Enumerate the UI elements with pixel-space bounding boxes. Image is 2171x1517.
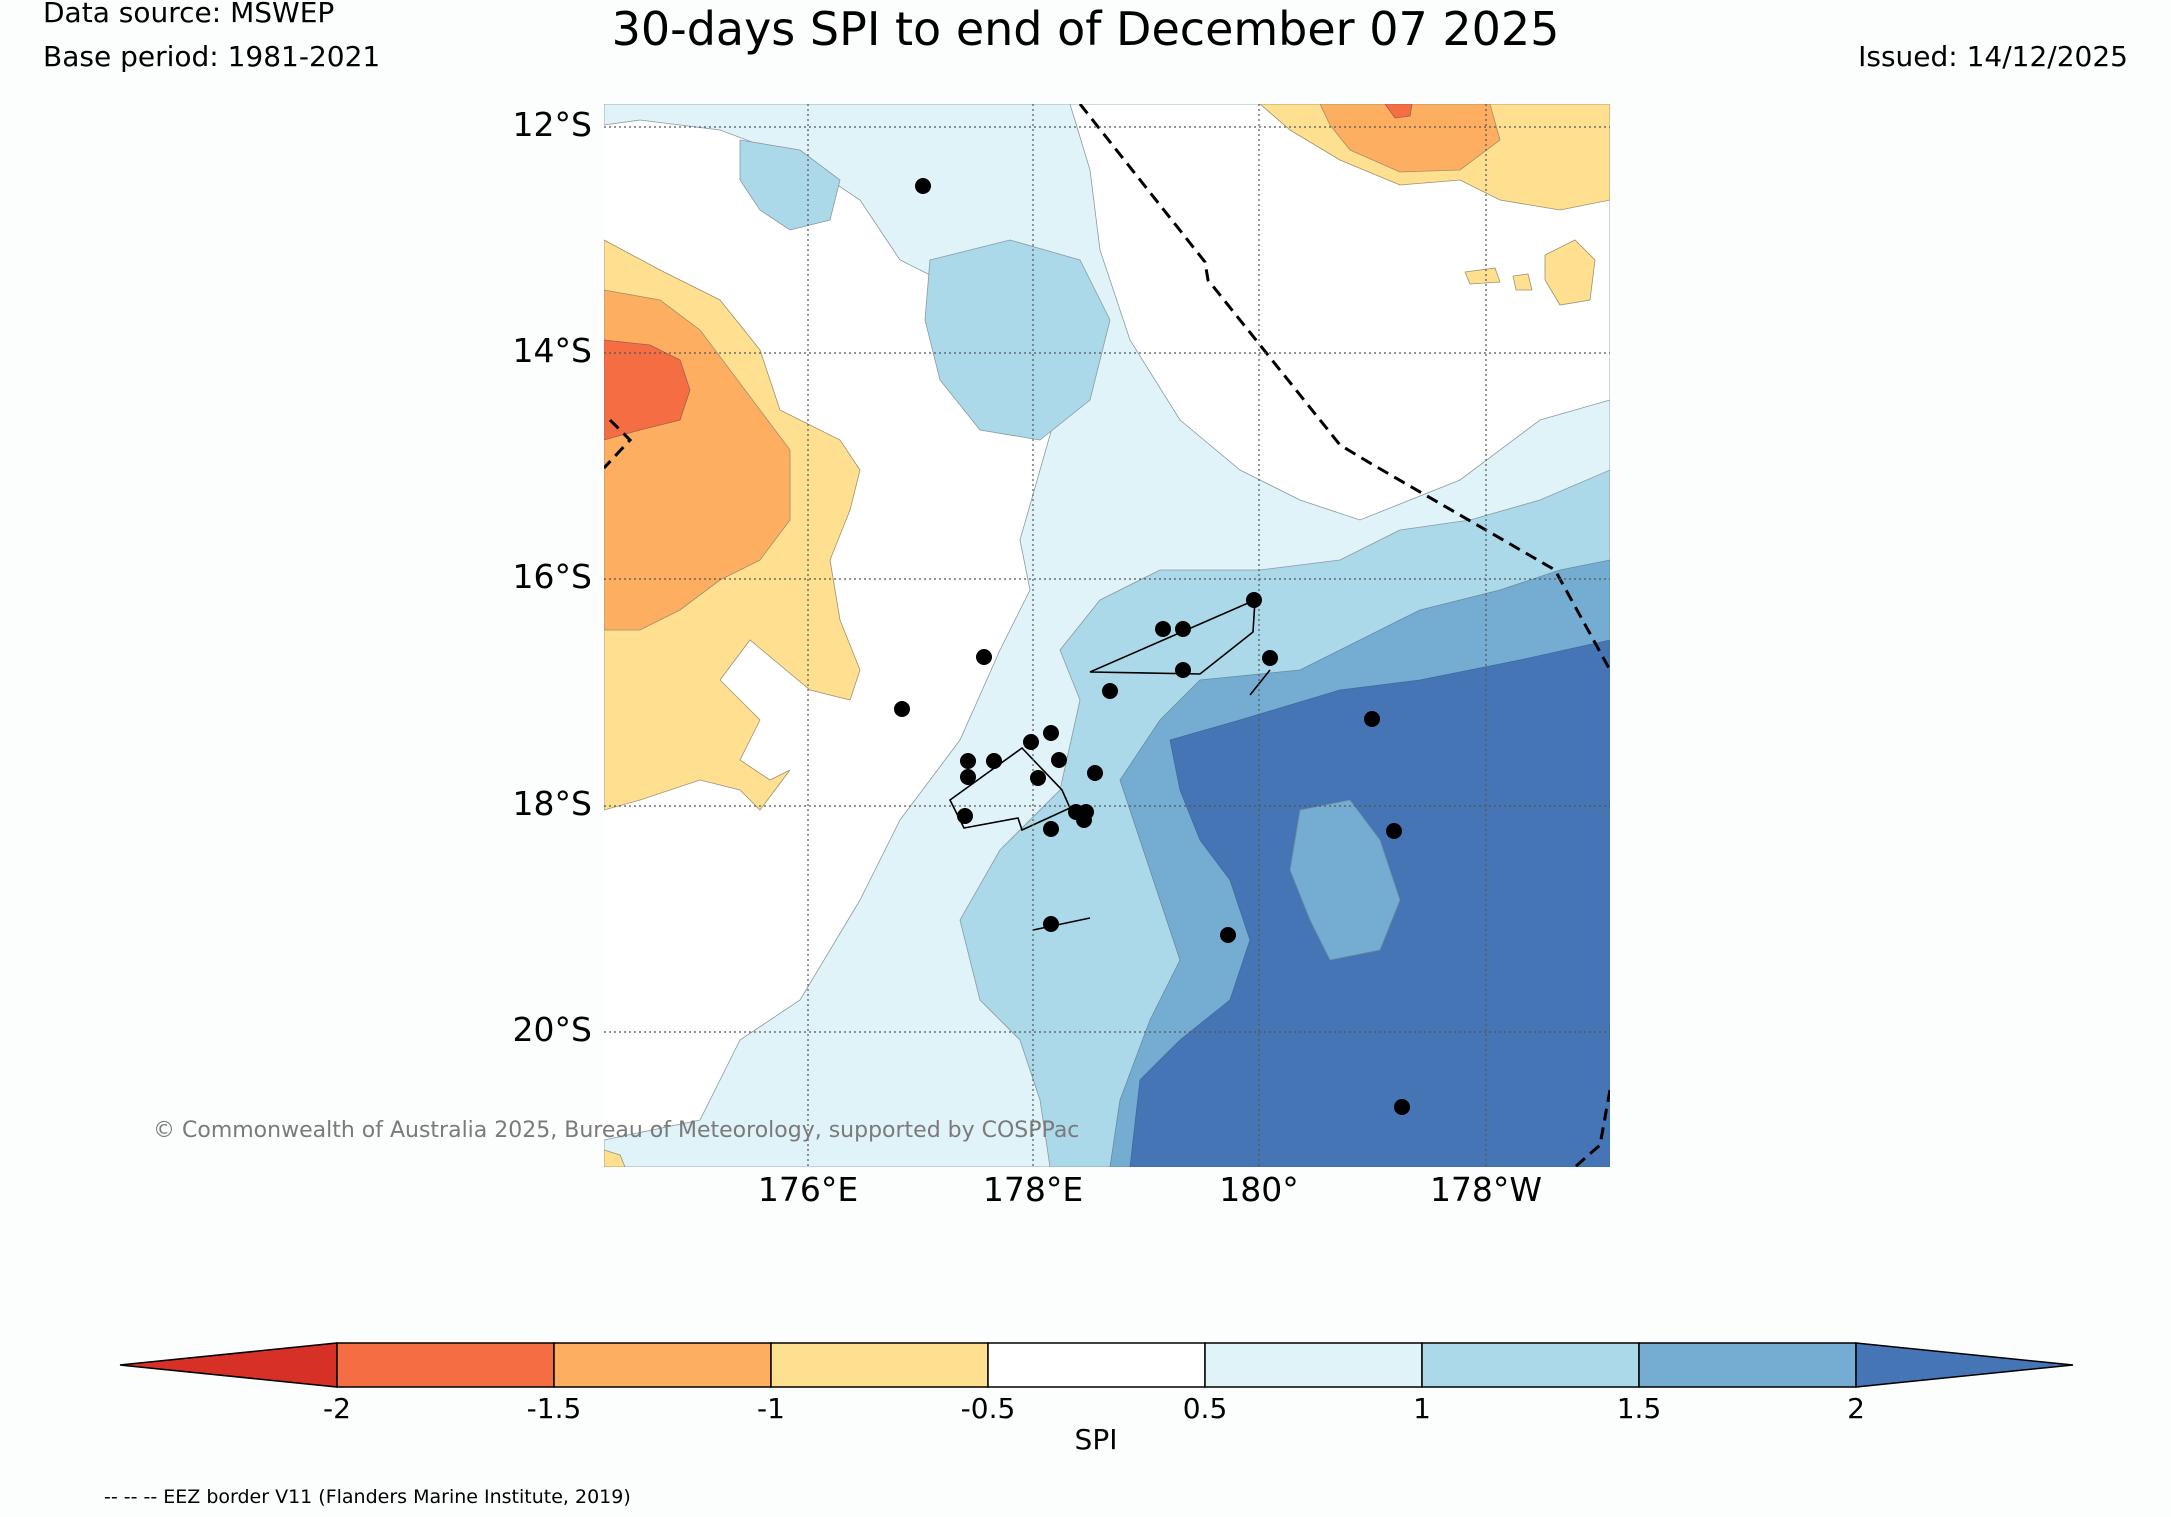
spi-zone-dry-west-m2-m15 [604, 339, 691, 441]
colorbar-seg-m05-05 [987, 1342, 1206, 1388]
colorbar-tick: 0.5 [1182, 1392, 1228, 1425]
colorbar-seg-m1-m05 [770, 1342, 989, 1388]
station-markers [894, 178, 1410, 1115]
station-marker [894, 701, 910, 717]
station-marker [1076, 812, 1092, 828]
station-marker [1175, 662, 1191, 678]
station-marker [1043, 725, 1059, 741]
station-marker [1043, 916, 1059, 932]
station-marker [1087, 765, 1103, 781]
lon-label-178w: 178°W [1429, 1170, 1543, 1209]
station-marker [1175, 621, 1191, 637]
issued-date-label: Issued: 14/12/2025 [1858, 40, 2128, 73]
copyright-notice: © Commonwealth of Australia 2025, Bureau… [153, 1118, 1080, 1143]
station-marker [1246, 592, 1262, 608]
station-marker [960, 753, 976, 769]
station-marker [1023, 734, 1039, 750]
colorbar-tick: 2 [1847, 1392, 1865, 1425]
eez-border-west [604, 418, 633, 470]
spi-zone-dry-east-islet-c [1512, 273, 1533, 291]
island-outline-vanua-levu [1089, 598, 1256, 675]
data-source-label: Data source: MSWEP [43, 0, 335, 29]
station-marker [1043, 821, 1059, 837]
colorbar-tick: -1.5 [526, 1392, 582, 1425]
lon-label-176e: 176°E [757, 1170, 859, 1209]
map-title: 30-days SPI to end of December 07 2025 [611, 2, 1560, 56]
lat-label-18s: 18°S [512, 784, 592, 823]
spi-zone-dry-ne-m2-m15 [1384, 104, 1413, 119]
station-marker [1386, 823, 1402, 839]
station-marker [1220, 927, 1236, 943]
spi-zone-dry-east-islet-b [1464, 267, 1501, 285]
colorbar-seg-m15-m1 [553, 1342, 772, 1388]
island-outline-kadavu [1032, 917, 1091, 931]
spi-zone-neutral-ne [1069, 104, 1610, 521]
spi-colorbar [119, 1342, 2074, 1388]
spi-zone-1-1.5-nw [739, 139, 841, 231]
station-marker [976, 649, 992, 665]
spi-zone-dry-south-islet [604, 1149, 626, 1167]
colorbar-tick: -2 [323, 1392, 351, 1425]
station-marker [986, 753, 1002, 769]
map-gridlines [604, 104, 1610, 1167]
spi-zone-dry-ne-m15-m1 [1319, 104, 1501, 173]
station-marker [1102, 683, 1118, 699]
island-outline-taveuni [1249, 669, 1271, 696]
colorbar-tick: 1 [1413, 1392, 1431, 1425]
colorbar-seg-1-15 [1421, 1342, 1640, 1388]
colorbar-seg-m2-m15 [336, 1342, 555, 1388]
spi-zone-1.5-2-inner [1289, 799, 1401, 961]
eez-border-note: -- -- -- EEZ border V11 (Flanders Marine… [104, 1486, 631, 1508]
station-marker [1030, 770, 1046, 786]
spi-zone-dry-east-islet-a [1544, 239, 1596, 306]
spi-shading [604, 104, 1610, 1167]
station-marker [1051, 752, 1067, 768]
station-marker [1262, 650, 1278, 666]
station-marker [1364, 711, 1380, 727]
station-marker [915, 178, 931, 194]
base-period-label: Base period: 1981-2021 [43, 40, 381, 73]
lon-label-178e: 178°E [982, 1170, 1084, 1209]
station-marker [960, 769, 976, 785]
lat-label-16s: 16°S [512, 557, 592, 596]
station-marker [1155, 621, 1171, 637]
colorbar-seg-15-2 [1638, 1342, 1857, 1388]
spi-zone-1-1.5-north [924, 239, 1111, 441]
colorbar-seg-05-1 [1204, 1342, 1423, 1388]
island-outline-viti-levu [948, 746, 1072, 832]
station-marker [1394, 1099, 1410, 1115]
eez-border [1078, 104, 1610, 671]
station-marker [957, 808, 973, 824]
colorbar-tick: -0.5 [960, 1392, 1016, 1425]
colorbar-extend-high [1855, 1342, 2074, 1388]
colorbar-tick: -1 [757, 1392, 785, 1425]
colorbar-extend-low [119, 1342, 338, 1388]
eez-border-sw [1574, 1089, 1610, 1167]
colorbar-label: SPI [1074, 1423, 1118, 1456]
lat-label-20s: 20°S [512, 1010, 592, 1049]
lat-label-14s: 14°S [512, 331, 592, 370]
lon-label-180: 180° [1219, 1170, 1299, 1209]
colorbar-tick: 1.5 [1616, 1392, 1662, 1425]
lat-label-12s: 12°S [512, 105, 592, 144]
